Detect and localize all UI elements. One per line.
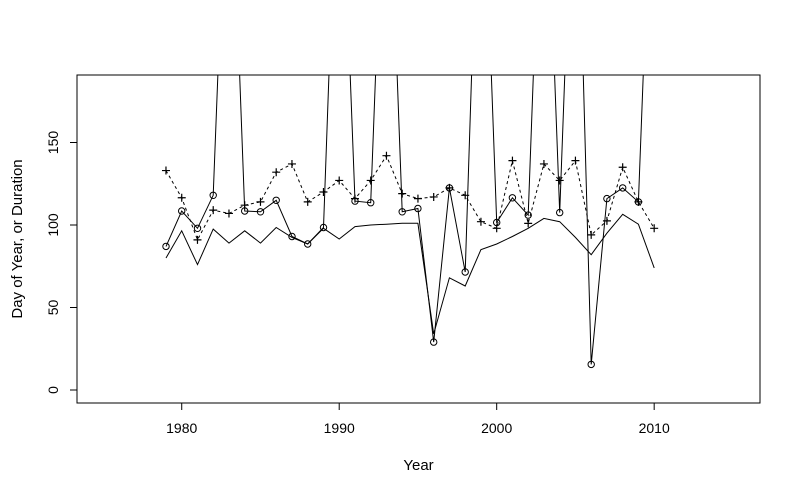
circle-marker (445, 184, 454, 192)
series-duration-line (165, 213, 655, 335)
plus-marker (413, 194, 422, 203)
y-axis-label: Day of Year, or Duration (9, 159, 26, 318)
plus-marker (398, 189, 407, 198)
plus-marker (193, 235, 202, 244)
plus-marker (224, 209, 233, 218)
circle-marker (367, 199, 375, 207)
circle-marker (524, 211, 532, 219)
plus-marker (366, 176, 375, 185)
circle-marker (398, 208, 406, 216)
series-end-day-plus (161, 151, 659, 244)
circle-marker (288, 232, 296, 241)
plus-marker (161, 166, 170, 175)
circle-marker (414, 204, 422, 213)
plus-marker (602, 216, 611, 225)
plus-marker (209, 206, 218, 215)
plus-marker (335, 176, 344, 185)
circle-marker (209, 191, 217, 200)
plus-marker (319, 188, 328, 196)
plus-marker (650, 224, 659, 233)
x-tick-label: 2000 (481, 420, 512, 436)
plus-marker (429, 192, 438, 201)
plus-marker (382, 151, 391, 160)
circle-marker (587, 360, 595, 369)
plus-marker (587, 230, 596, 239)
x-tick-label: 1980 (166, 420, 197, 436)
plus-marker (256, 197, 265, 206)
series-start-day-circle (162, 75, 644, 369)
x-tick-label: 2010 (639, 420, 670, 436)
plus-marker (177, 193, 186, 202)
plus-marker (571, 156, 580, 165)
circle-marker (508, 194, 517, 202)
circle-marker (634, 198, 643, 206)
x-axis-label: Year (403, 457, 433, 474)
circle-marker (351, 197, 359, 205)
plus-marker (476, 217, 485, 226)
plot-box (76, 74, 761, 404)
circle-marker (256, 208, 265, 216)
y-tick-label: 50 (45, 300, 61, 316)
plus-marker (555, 176, 564, 185)
circle-marker (461, 268, 469, 276)
circle-marker (493, 218, 501, 227)
circle-marker (193, 224, 202, 233)
circle-marker (304, 240, 312, 248)
circle-marker (178, 207, 186, 215)
x-tick-label: 1990 (324, 420, 355, 436)
circle-marker (430, 338, 438, 346)
plus-marker (303, 197, 312, 206)
circle-marker (162, 242, 170, 251)
plus-marker (508, 156, 517, 165)
circle-marker (556, 208, 564, 217)
series-line-start-day-circle (165, 75, 644, 365)
plus-marker (618, 163, 627, 172)
circle-marker (619, 184, 627, 192)
plus-marker (524, 219, 533, 228)
plus-marker (539, 159, 548, 168)
circle-marker (241, 207, 249, 215)
plus-marker (287, 159, 296, 168)
plus-marker (272, 168, 281, 177)
series-line-duration-line (165, 213, 655, 335)
y-tick-label: 0 (45, 386, 61, 394)
y-tick-label: 100 (45, 213, 61, 237)
circle-marker (603, 194, 611, 203)
series-line-end-day-plus (165, 154, 655, 242)
circle-marker (319, 223, 328, 232)
y-tick-label: 150 (45, 131, 61, 155)
circle-marker (272, 196, 280, 205)
